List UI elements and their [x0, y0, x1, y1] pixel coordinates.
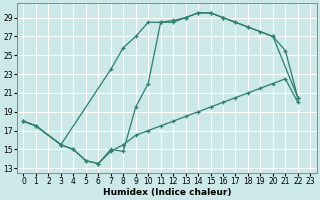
X-axis label: Humidex (Indice chaleur): Humidex (Indice chaleur) — [103, 188, 231, 197]
